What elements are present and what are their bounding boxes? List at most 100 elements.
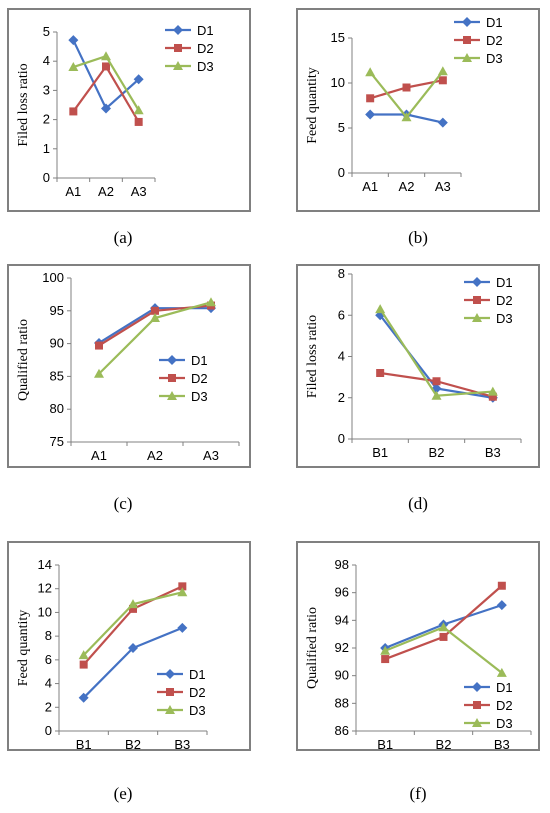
y-tick-label: 92 [335,640,349,655]
legend-label-d3: D3 [496,311,513,326]
legend-marker-d1 [167,355,177,365]
chart-panel-a: 0 1 2 3 4 5 A1 A2 A3 Filed loss ratio D1 D2 D3 [7,8,251,212]
chart-c: 75 80 85 90 95 100 A1 A2 A3 Qualified ratio D1 D2 D3 [7,264,251,468]
y-tick-label: 0 [338,431,345,446]
x-tick-label: B2 [436,737,452,751]
y-tick-label: 98 [335,557,349,572]
y-tick-label: 100 [42,270,64,285]
y-tick-label: 8 [338,266,345,281]
y-tick-label: 2 [338,390,345,405]
data-point-d2 [129,604,137,613]
x-tick-label: B3 [485,445,501,460]
y-tick-label: 0 [45,723,52,738]
x-tick-label: A1 [362,179,378,194]
y-axis-label: Filed loss ratio [305,315,320,398]
y-tick-label: 6 [338,307,345,322]
chart-b: 0 5 10 15 A1 A2 A3 Feed quantity D1 D2 D3 [296,8,540,212]
data-point-d2 [497,581,506,590]
y-tick-label: 5 [43,24,50,39]
chart-e: 0 2 4 6 8 10 12 14 B1 B2 B3 Feed quantity D1 D2 D3 [7,541,251,751]
y-axis-label: Feed quantity [305,67,320,144]
data-point-d3 [78,650,89,660]
y-tick-label: 10 [331,75,345,90]
y-tick-label: 96 [335,585,349,600]
legend-marker-d2 [166,688,174,696]
chart-frame [7,264,251,468]
data-point-d1 [437,117,448,128]
legend-label-d3: D3 [197,59,214,74]
chart-frame [7,541,251,751]
caption-e: (e) [113,784,133,803]
legend-label-d1: D1 [486,15,503,30]
y-tick-label: 5 [338,120,345,135]
data-point-d2 [134,117,143,126]
y-tick-label: 0 [43,170,50,185]
legend-marker-d3 [472,718,482,727]
legend-marker-d2 [168,374,176,382]
caption-a: (a) [113,228,133,247]
x-tick-label: A3 [203,448,219,463]
legend-label-d1: D1 [197,23,214,38]
x-tick-label: A2 [399,179,415,194]
data-point-d2 [366,94,375,103]
x-tick-label: B3 [494,737,510,751]
legend-marker-d1 [165,669,175,679]
legend-marker-d2 [473,296,481,304]
y-axis-label: Feed quantity [16,610,31,687]
data-point-d2 [102,62,110,71]
data-point-d1 [68,35,79,46]
chart-panel-d: 0 2 4 6 8 B1 B2 B3 Filed loss ratio D1 D2 D3 [296,264,540,468]
x-tick-label: A3 [435,179,451,194]
data-point-d2 [178,582,187,591]
x-tick-label: B3 [174,737,190,751]
data-point-d3 [150,313,160,323]
data-point-d2 [402,83,411,92]
data-point-d3 [438,622,449,632]
x-tick-label: B2 [429,445,445,460]
data-point-d3 [365,67,376,77]
data-point-d3 [380,645,391,655]
data-point-d2 [488,392,497,401]
y-tick-label: 14 [38,557,52,572]
data-point-d1 [128,643,138,653]
y-tick-label: 88 [335,695,349,710]
caption-d: (d) [408,494,428,513]
legend-label-d1: D1 [191,353,208,368]
legend-label-d1: D1 [496,680,513,695]
data-point-d2 [381,655,390,664]
y-axis-label: Filed loss ratio [16,63,31,146]
data-point-d3 [128,599,138,609]
y-tick-label: 90 [335,668,349,683]
chart-d: 0 2 4 6 8 B1 B2 B3 Filed loss ratio D1 D2 D3 [296,264,540,468]
chart-frame [7,8,251,212]
chart-frame [296,8,540,212]
y-tick-label: 0 [338,165,345,180]
data-point-d2 [95,341,103,350]
caption-f: (f) [409,784,427,803]
y-tick-label: 15 [331,30,345,45]
y-tick-label: 8 [45,628,52,643]
data-point-d2 [376,369,385,377]
y-tick-label: 85 [50,368,64,383]
data-point-d2 [69,107,78,116]
x-tick-label: A1 [91,448,107,463]
legend-marker-d3 [165,705,175,714]
chart-f: 86 88 90 92 94 96 98 B1 B2 B3 Qualified ratio D1 D2 D… [296,541,540,751]
data-point-d1 [133,74,144,85]
data-point-d3 [177,587,188,597]
legend-marker-d2 [473,701,481,709]
data-point-d3 [487,386,498,396]
chart-panel-c: 75 80 85 90 95 100 A1 A2 A3 Qualified ratio D1 D2 D3 [7,264,251,468]
y-axis-label: Qualified ratio [16,319,31,401]
legend-label-d3: D3 [191,389,208,404]
data-point-d1 [365,109,376,120]
data-point-d3 [206,297,216,307]
legend-marker-d2 [174,44,182,52]
y-tick-label: 1 [43,141,50,156]
x-tick-label: B1 [76,737,92,751]
legend-label-d3: D3 [189,703,206,718]
legend-marker-d3 [472,313,482,322]
data-point-d3 [496,667,507,677]
caption-c: (c) [113,494,133,513]
chart-a: 0 1 2 3 4 5 A1 A2 A3 Filed loss ratio D1 D2 D3 [7,8,251,212]
